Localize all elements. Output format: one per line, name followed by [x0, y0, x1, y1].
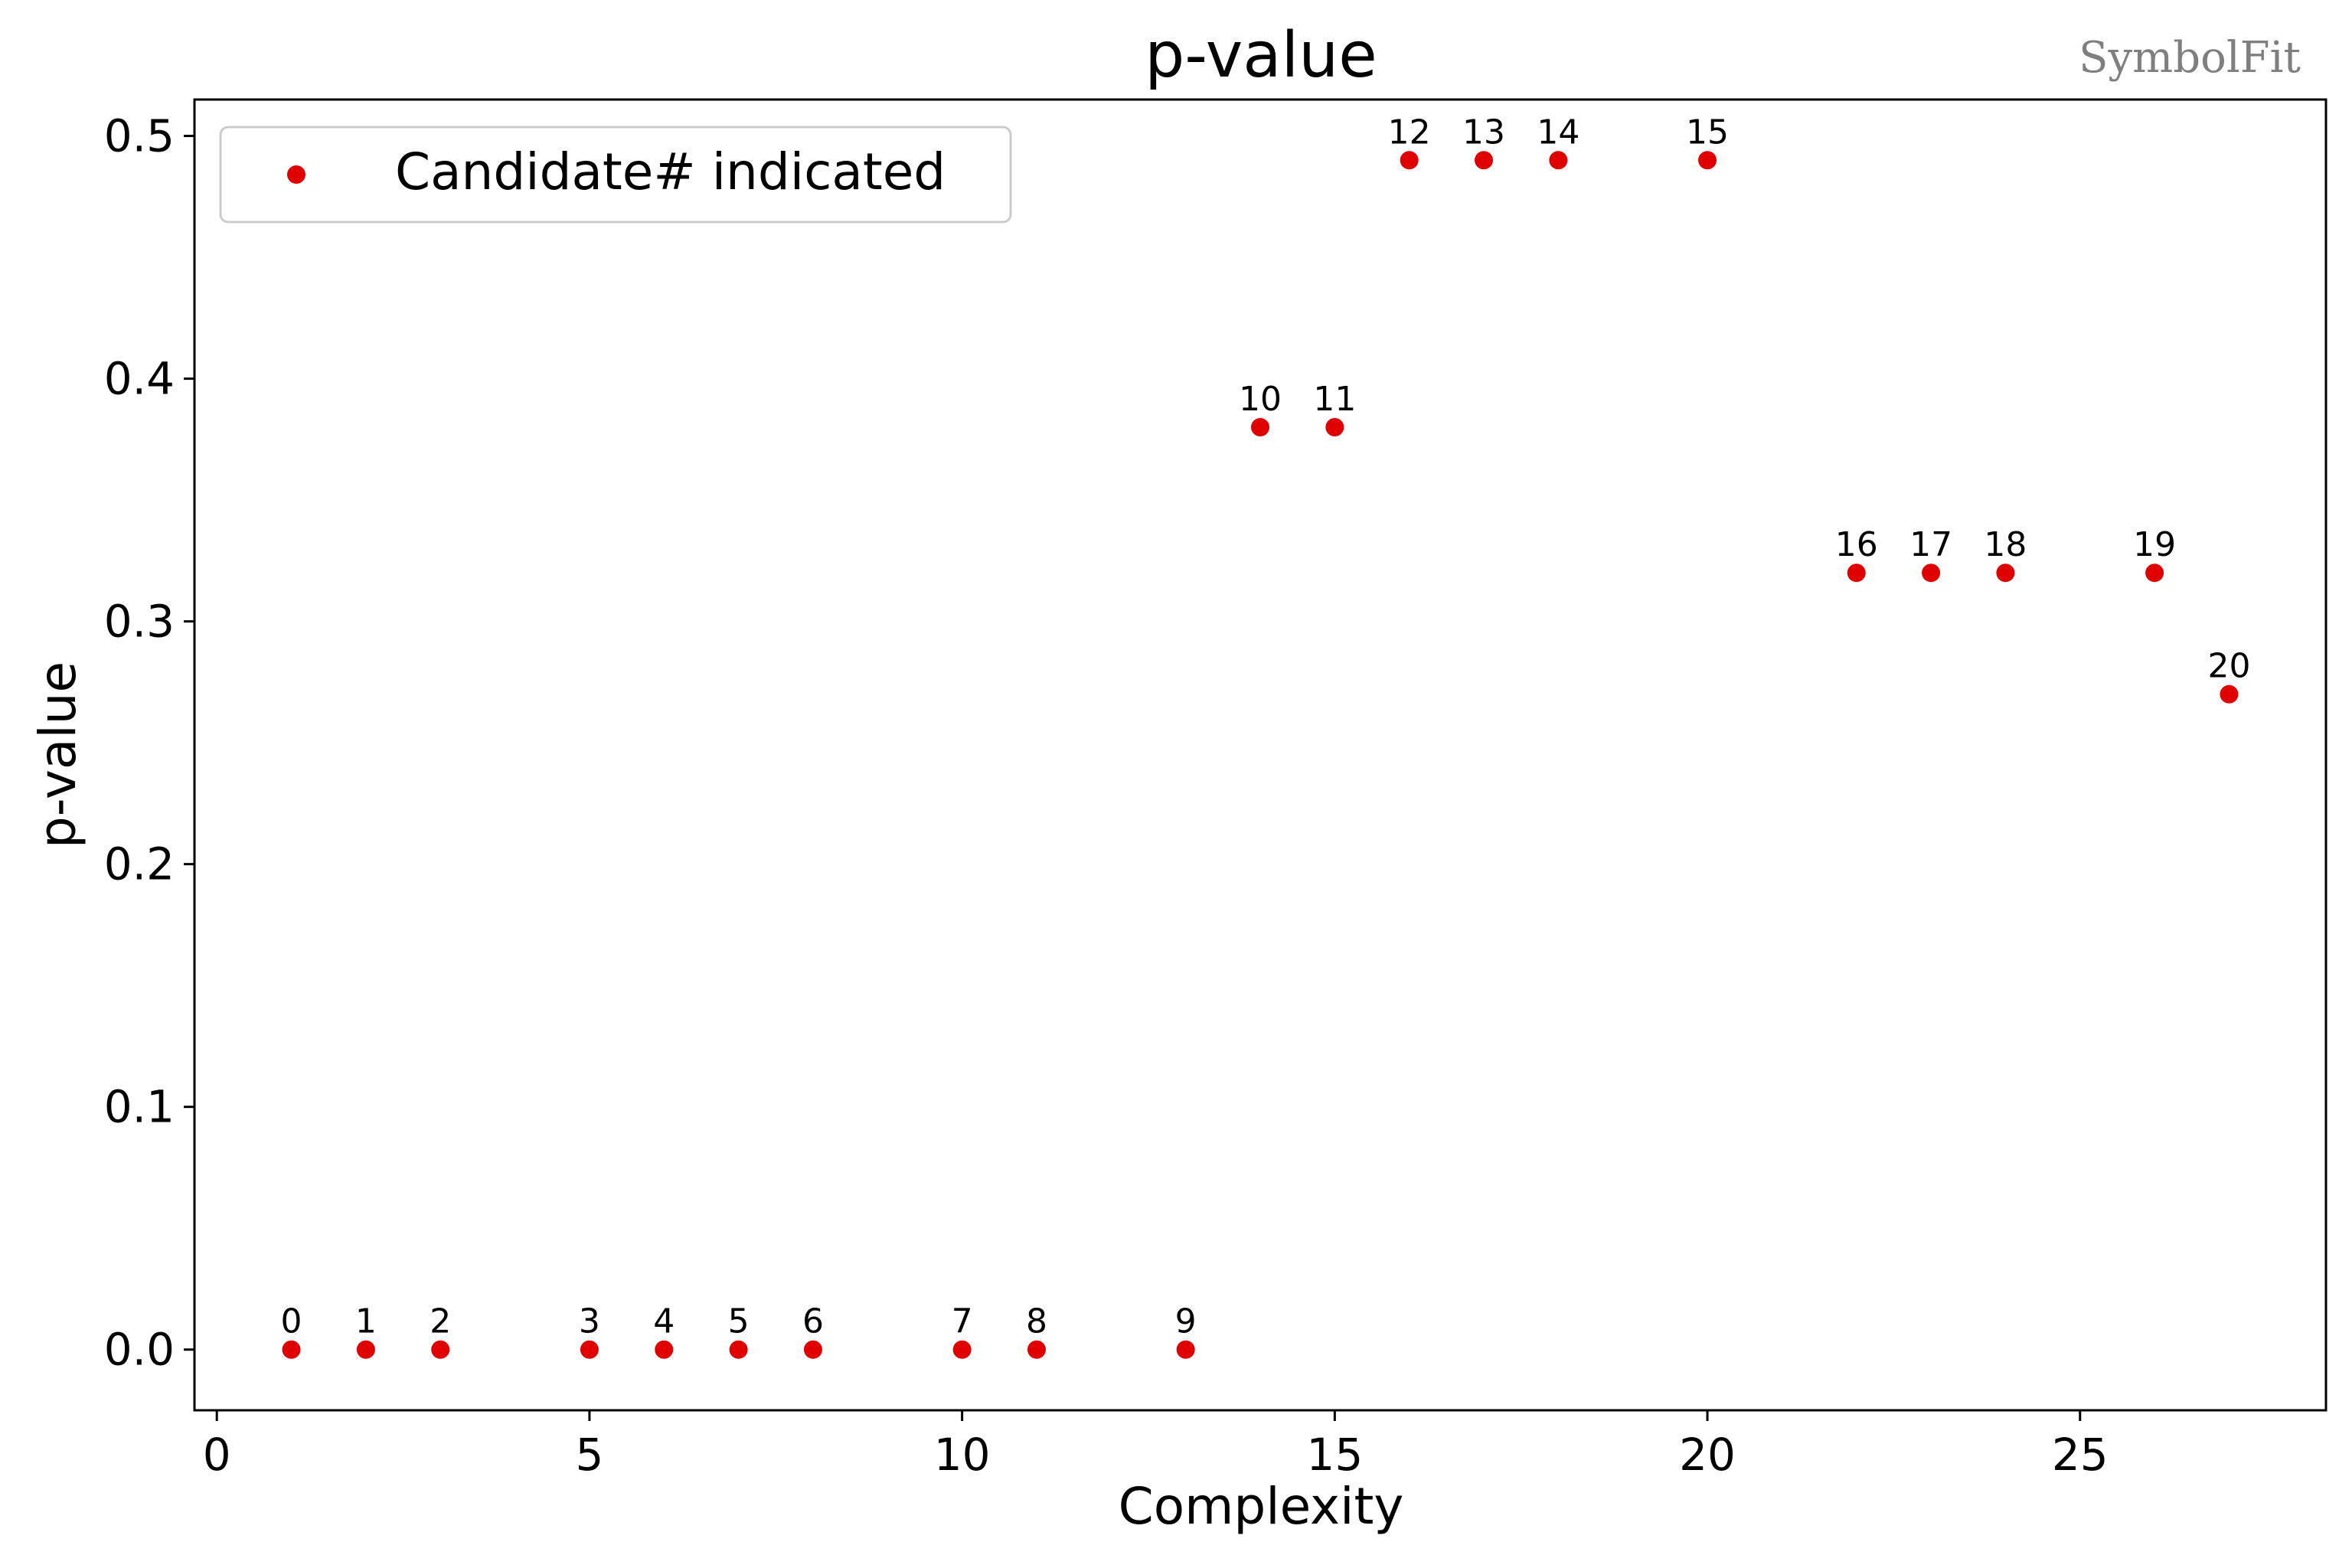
data-point [729, 1340, 748, 1359]
y-tick-label: 0.2 [104, 838, 175, 890]
point-label: 0 [281, 1302, 302, 1341]
point-label: 9 [1175, 1302, 1197, 1341]
data-point [1325, 418, 1344, 436]
data-point [1549, 151, 1568, 170]
legend-label: Candidate# indicated [395, 142, 946, 201]
data-point [356, 1340, 375, 1359]
data-point [1400, 151, 1419, 170]
data-point [1475, 151, 1494, 170]
data-point [1847, 564, 1866, 583]
point-label: 20 [2207, 647, 2250, 686]
data-point [1996, 564, 2015, 583]
point-label: 19 [2133, 525, 2176, 564]
data-point [2220, 684, 2239, 704]
plot-frame [193, 98, 2328, 1412]
point-label: 18 [1984, 525, 2027, 564]
point-label: 3 [579, 1302, 600, 1341]
data-point [952, 1340, 972, 1359]
point-label: 2 [430, 1302, 451, 1341]
point-label: 12 [1388, 113, 1431, 152]
x-tick-label: 10 [934, 1429, 991, 1481]
data-point [282, 1340, 301, 1359]
y-tick-label: 0.0 [104, 1324, 175, 1376]
point-label: 16 [1835, 525, 1878, 564]
point-label: 6 [802, 1302, 824, 1341]
y-tick-label: 0.5 [104, 110, 175, 162]
legend-box [219, 126, 1012, 224]
point-label: 17 [1909, 525, 1952, 564]
watermark: SymbolFit [2079, 33, 2301, 83]
chart-title: p-value [1145, 19, 1377, 92]
y-axis-label: p-value [28, 662, 87, 848]
point-label: 5 [728, 1302, 750, 1341]
point-label: 1 [355, 1302, 377, 1341]
legend-marker [287, 165, 305, 184]
point-label: 7 [952, 1302, 973, 1341]
data-point [655, 1340, 674, 1359]
data-point [803, 1340, 822, 1359]
x-tick-label: 15 [1306, 1429, 1363, 1481]
data-point [1027, 1340, 1046, 1359]
data-point [2145, 564, 2164, 583]
data-point [1176, 1340, 1195, 1359]
x-axis-label: Complexity [1119, 1477, 1404, 1536]
data-point [1698, 151, 1717, 170]
plot-area: 0 5 10 15 20 250.00.10.20.30.40.50 1 2 3 4 5 6 7 8 910… [104, 110, 2251, 1481]
point-label: 11 [1313, 380, 1356, 419]
legend: Candidate# indicated [219, 126, 1012, 224]
point-label: 10 [1239, 380, 1282, 419]
data-point [431, 1340, 450, 1359]
data-point [1922, 564, 1941, 583]
y-tick-label: 0.1 [104, 1081, 175, 1133]
point-label: 13 [1462, 113, 1505, 152]
point-label: 8 [1026, 1302, 1047, 1341]
y-tick-label: 0.3 [104, 596, 175, 648]
y-tick-label: 0.4 [104, 353, 175, 405]
x-tick-label: 25 [2052, 1429, 2109, 1481]
data-point [1251, 418, 1269, 436]
data-point [580, 1340, 599, 1359]
point-label: 4 [653, 1302, 675, 1341]
x-tick-label: 5 [575, 1429, 603, 1481]
x-tick-label: 0 [203, 1429, 231, 1481]
x-tick-label: 20 [1679, 1429, 1736, 1481]
point-label: 14 [1537, 113, 1579, 152]
point-label: 15 [1686, 113, 1729, 152]
